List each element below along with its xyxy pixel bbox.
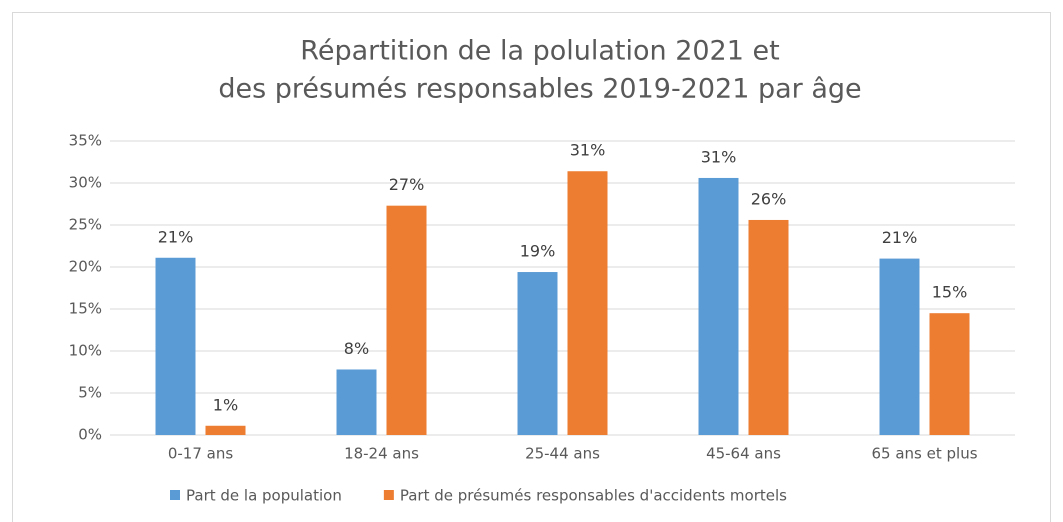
y-tick-label: 10% <box>69 342 102 360</box>
y-tick-label: 5% <box>78 384 102 402</box>
value-label: 26% <box>751 189 787 208</box>
legend-label: Part de présumés responsables d'accident… <box>400 487 787 505</box>
y-tick-label: 25% <box>69 216 102 234</box>
value-label: 19% <box>520 242 556 261</box>
legend-label: Part de la population <box>186 487 342 505</box>
bar <box>205 425 246 435</box>
bar <box>698 177 739 435</box>
value-label: 21% <box>158 227 194 246</box>
y-tick-label: 0% <box>78 426 102 444</box>
chart-title-line: Répartition de la polulation 2021 et <box>300 36 779 67</box>
value-label: 27% <box>389 175 425 194</box>
legend-swatch <box>383 490 394 500</box>
x-tick-label: 65 ans et plus <box>871 445 977 463</box>
x-tick-label: 25-44 ans <box>525 445 600 463</box>
legend-swatch <box>170 490 180 500</box>
value-label: 1% <box>213 395 238 414</box>
x-tick-label: 18-24 ans <box>344 445 419 463</box>
x-tick-label: 45-64 ans <box>706 445 781 463</box>
y-tick-label: 15% <box>69 300 102 318</box>
value-label: 15% <box>932 283 968 302</box>
bar <box>336 369 377 435</box>
value-label: 21% <box>882 228 918 247</box>
bar <box>748 219 789 435</box>
value-label: 31% <box>701 147 737 166</box>
bar <box>517 272 558 435</box>
bar <box>879 258 920 435</box>
y-tick-label: 20% <box>69 258 102 276</box>
bar <box>929 313 970 435</box>
x-tick-label: 0-17 ans <box>168 445 234 463</box>
y-tick-label: 35% <box>69 132 102 150</box>
chart-title-line: des présumés responsables 2019-2021 par … <box>218 74 861 105</box>
bar <box>567 171 608 436</box>
value-label: 8% <box>344 339 369 358</box>
bar <box>386 205 427 435</box>
y-tick-label: 30% <box>69 174 102 192</box>
value-label: 31% <box>570 141 606 160</box>
bar <box>155 257 196 435</box>
